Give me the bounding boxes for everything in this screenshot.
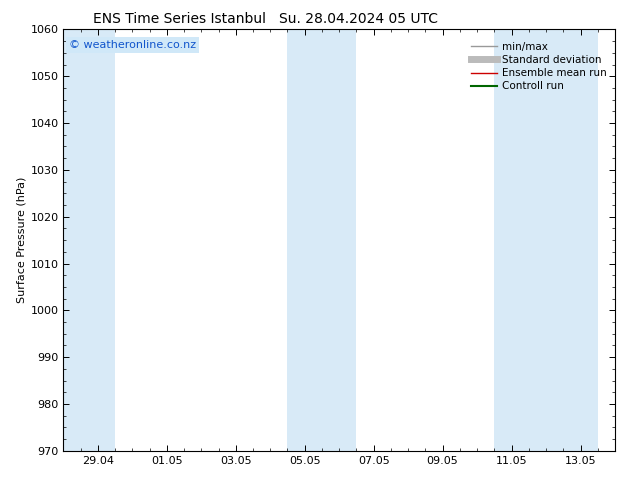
Text: © weatheronline.co.nz: © weatheronline.co.nz xyxy=(69,40,196,50)
Text: Su. 28.04.2024 05 UTC: Su. 28.04.2024 05 UTC xyxy=(279,12,438,26)
Legend: min/max, Standard deviation, Ensemble mean run, Controll run: min/max, Standard deviation, Ensemble me… xyxy=(467,39,610,95)
Bar xyxy=(495,29,598,451)
Bar xyxy=(63,29,115,451)
Text: ENS Time Series Istanbul: ENS Time Series Istanbul xyxy=(93,12,266,26)
Y-axis label: Surface Pressure (hPa): Surface Pressure (hPa) xyxy=(16,177,26,303)
Bar xyxy=(287,29,356,451)
